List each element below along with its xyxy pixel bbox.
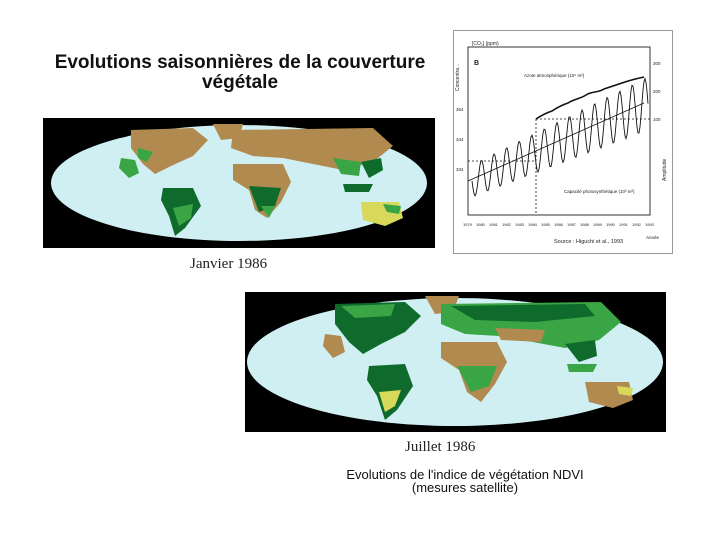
ndvi-description-line-1: Evolutions de l'indice de végétation NDV… <box>346 467 584 482</box>
source-label: Source : Higuchi et al., 1993 <box>554 239 623 245</box>
ndvi-map-january <box>43 118 435 248</box>
ndvi-map-july <box>245 292 666 432</box>
x-tick-label: 1986 <box>554 222 564 227</box>
y-label-left-2: Concentra... <box>455 64 461 91</box>
x-axis-word: Année <box>646 235 660 240</box>
x-ticks: 1979 1980 1981 1982 1983 1984 1985 1986 1987 1988… <box>463 222 655 227</box>
slide-title: Evolutions saisonnières de la couverture… <box>40 53 440 93</box>
x-tick-label: 1982 <box>502 222 512 227</box>
panel-label: B <box>474 60 479 67</box>
caption-january: Janvier 1986 <box>190 256 268 272</box>
ndvi-description: Evolutions de l'indice de végétation NDV… <box>300 468 630 494</box>
series-atmospheric-line <box>535 76 645 120</box>
right-ticks: 300 200 100 <box>653 61 661 122</box>
right-tick-label: 100 <box>653 117 661 122</box>
co2-chart-svg: [CO₂] (ppm) Concentra... Amplitude B Azo… <box>455 41 668 245</box>
x-tick-label: 1992 <box>632 222 642 227</box>
y-label-left: [CO₂] (ppm) <box>472 41 499 47</box>
right-tick-label: 200 <box>653 89 661 94</box>
trend-line <box>467 102 645 182</box>
x-tick-label: 1988 <box>580 222 590 227</box>
series-atmospheric-label: Azote atmosphérique (10⁹ m²) <box>524 73 585 78</box>
left-ticks: 354 344 334 <box>456 107 464 172</box>
world-map-january-image <box>51 124 427 241</box>
slide-title-line-1: Evolutions saisonnières de la couverture <box>54 52 426 73</box>
y-label-right: Amplitude <box>662 159 668 181</box>
left-tick-label: 344 <box>456 137 464 142</box>
x-tick-label: 1984 <box>528 222 538 227</box>
right-tick-label: 300 <box>653 61 661 66</box>
series-captured-label: Capacité photosynthétique (10³ m²) <box>564 189 635 194</box>
x-tick-label: 1979 <box>463 222 473 227</box>
reference-dashed-line <box>468 118 650 215</box>
x-tick-label: 1980 <box>476 222 486 227</box>
x-tick-label: 1990 <box>606 222 616 227</box>
x-tick-label: 1987 <box>567 222 577 227</box>
left-tick-label: 334 <box>456 167 464 172</box>
slide-title-line-2: végétale <box>201 72 279 93</box>
x-tick-label: 1981 <box>489 222 499 227</box>
ndvi-description-line-2: (mesures satellite) <box>411 480 519 495</box>
left-tick-label: 354 <box>456 107 464 112</box>
caption-july: Juillet 1986 <box>405 439 476 455</box>
world-map-july-image <box>247 296 663 426</box>
x-tick-label: 1989 <box>593 222 603 227</box>
series-captured-line <box>471 77 649 197</box>
co2-chart: [CO₂] (ppm) Concentra... Amplitude B Azo… <box>453 30 673 254</box>
x-tick-label: 1983 <box>515 222 525 227</box>
x-tick-label: 1985 <box>541 222 551 227</box>
x-tick-label: 1993 <box>645 222 655 227</box>
x-tick-label: 1991 <box>619 222 629 227</box>
